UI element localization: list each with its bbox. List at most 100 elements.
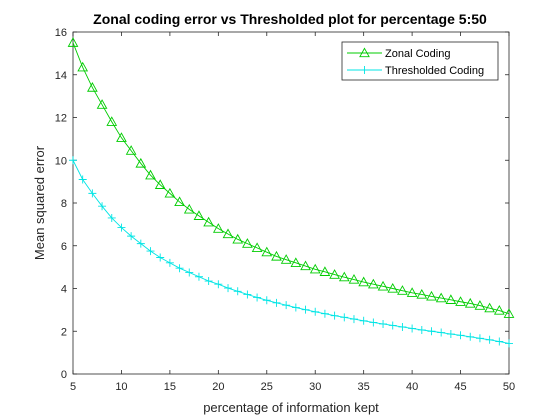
series-line — [72, 160, 510, 344]
data-point — [485, 335, 494, 344]
plot-area — [72, 31, 510, 375]
x-tick-label: 20 — [212, 381, 224, 393]
data-point — [466, 332, 475, 341]
data-point — [427, 327, 436, 336]
data-point — [437, 328, 446, 337]
x-tick-label: 50 — [503, 381, 515, 393]
data-point — [175, 264, 184, 273]
data-point — [116, 132, 127, 142]
data-point — [475, 334, 484, 343]
data-point — [455, 296, 466, 306]
series-thresholded-coding — [69, 156, 513, 348]
x-tick-label: 25 — [261, 381, 273, 393]
data-point — [426, 290, 437, 301]
data-point — [435, 292, 447, 303]
data-point — [242, 238, 253, 248]
legend-entry: Thresholded Coding — [385, 65, 484, 77]
data-point — [212, 223, 224, 233]
data-point — [135, 157, 147, 168]
data-point — [253, 293, 262, 302]
x-tick-label: 35 — [358, 381, 370, 393]
data-point — [145, 169, 156, 180]
data-point — [107, 213, 116, 222]
x-tick-label: 5 — [70, 381, 76, 393]
data-point — [358, 276, 370, 287]
data-point — [146, 247, 155, 256]
legend-marker — [359, 47, 370, 58]
data-point — [194, 272, 203, 281]
data-point — [379, 319, 388, 328]
data-point — [271, 250, 282, 261]
legend-entry: Zonal Coding — [385, 48, 450, 60]
x-tick-label: 45 — [454, 381, 466, 393]
y-tick-label: 16 — [55, 27, 67, 39]
y-tick-label: 2 — [61, 326, 67, 338]
data-point — [77, 61, 89, 72]
y-axis-label: Mean squared error — [32, 145, 47, 260]
data-point — [359, 316, 368, 325]
data-point — [183, 203, 195, 214]
data-point — [127, 232, 136, 241]
y-tick-label: 8 — [61, 198, 67, 210]
x-axis: 5 10 15 20 25 30 35 40 45 50 — [70, 32, 515, 393]
data-point — [330, 311, 339, 320]
data-point — [125, 145, 137, 155]
data-point — [243, 290, 252, 299]
data-point — [369, 318, 378, 327]
data-point — [503, 308, 515, 318]
data-point — [96, 99, 108, 109]
legend-marker — [360, 66, 369, 74]
data-point — [87, 82, 98, 92]
data-point — [493, 304, 505, 315]
x-axis-label: percentage of information kept — [203, 400, 379, 415]
y-tick-label: 6 — [61, 241, 67, 253]
data-point — [417, 325, 426, 334]
data-point — [446, 330, 455, 339]
data-point — [484, 302, 495, 313]
data-point — [272, 298, 281, 307]
data-point — [280, 254, 292, 264]
data-point — [300, 260, 311, 271]
data-point — [319, 266, 331, 276]
data-point — [340, 313, 349, 322]
data-point — [154, 179, 166, 189]
data-point — [261, 246, 273, 257]
data-point — [164, 187, 176, 198]
data-point — [156, 253, 165, 262]
data-point — [301, 305, 310, 314]
y-tick-label: 4 — [61, 284, 67, 296]
legend: Zonal Coding Thresholded Coding — [341, 41, 499, 81]
data-point — [406, 287, 418, 297]
data-point — [388, 321, 397, 330]
data-point — [338, 271, 350, 282]
data-point — [232, 233, 244, 244]
data-point — [291, 303, 300, 312]
data-point — [165, 258, 174, 267]
data-point — [309, 263, 321, 274]
series-zonal-coding — [67, 37, 515, 318]
x-tick-label: 40 — [406, 381, 418, 393]
data-point — [377, 280, 389, 291]
data-point — [251, 242, 263, 253]
data-point — [262, 296, 271, 305]
y-tick-label: 12 — [55, 113, 67, 125]
data-point — [222, 228, 234, 239]
data-point — [349, 315, 358, 324]
data-point — [69, 156, 77, 165]
chart-title: Zonal coding error vs Thresholded plot f… — [93, 11, 487, 27]
data-point — [88, 189, 97, 198]
x-tick-label: 30 — [309, 381, 321, 393]
data-point — [348, 273, 360, 284]
data-point — [204, 277, 213, 286]
data-point — [387, 282, 399, 293]
data-point — [398, 322, 407, 331]
data-point — [311, 307, 320, 316]
data-point — [282, 301, 291, 310]
data-point — [98, 202, 107, 211]
data-point — [495, 337, 504, 346]
data-point — [203, 216, 215, 227]
data-point — [136, 239, 145, 248]
data-point — [224, 284, 233, 293]
data-point — [67, 37, 79, 47]
